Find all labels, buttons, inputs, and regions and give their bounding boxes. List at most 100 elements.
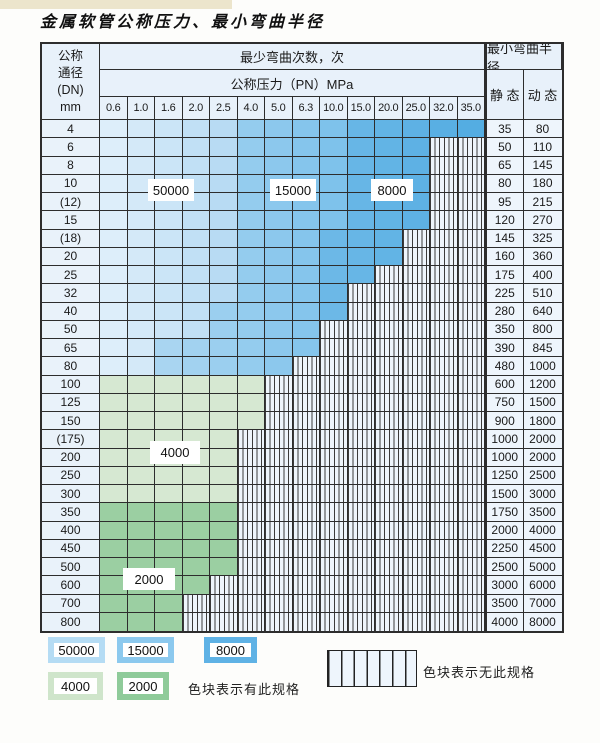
spec-cell: [347, 193, 375, 212]
no-spec-cell: [375, 320, 403, 339]
legend-swatch-8000: 8000: [204, 637, 257, 663]
spec-cell: [127, 594, 155, 613]
spec-cell: [375, 120, 403, 139]
spec-cell: [182, 320, 210, 339]
spec-cell: [182, 211, 210, 230]
spec-cell: [320, 193, 348, 212]
spec-cell: [155, 485, 183, 504]
no-spec-cell: [375, 466, 403, 485]
spec-cell: [210, 430, 238, 449]
no-spec-cell: [182, 612, 210, 631]
no-spec-cell: [375, 576, 403, 595]
spec-cell: [237, 339, 265, 358]
no-spec-cell: [347, 521, 375, 540]
dynamic-value-cell: 400: [523, 266, 562, 285]
spec-cell: [155, 357, 183, 376]
spec-cell: [265, 339, 293, 358]
dynamic-value-cell: 180: [523, 174, 562, 193]
no-spec-cell: [457, 320, 485, 339]
legend-no-spec-swatch: [327, 650, 417, 687]
spec-cell: [210, 339, 238, 358]
no-spec-cell: [430, 375, 458, 394]
dn-cell: (12): [42, 193, 100, 212]
spec-cell: [457, 120, 485, 139]
dynamic-value-cell: 4000: [523, 521, 562, 540]
no-spec-cell: [292, 485, 320, 504]
pressure-tick: 35.0: [457, 97, 485, 120]
no-spec-cell: [457, 521, 485, 540]
spec-cell: [402, 156, 430, 175]
no-spec-cell: [402, 266, 430, 285]
spec-cell: [127, 229, 155, 248]
no-spec-cell: [430, 594, 458, 613]
no-spec-cell: [457, 211, 485, 230]
spec-cell: [265, 138, 293, 157]
no-spec-cell: [347, 576, 375, 595]
dn-cell: (175): [42, 430, 100, 449]
spec-cell: [155, 229, 183, 248]
no-spec-cell: [430, 247, 458, 266]
no-spec-cell: [320, 320, 348, 339]
spec-cell: [210, 448, 238, 467]
spec-cell: [155, 339, 183, 358]
dn-cell: 40: [42, 302, 100, 321]
no-spec-cell: [265, 485, 293, 504]
no-spec-cell: [430, 138, 458, 157]
no-spec-cell: [347, 558, 375, 577]
region-label: 2000: [123, 568, 175, 590]
no-spec-cell: [457, 156, 485, 175]
no-spec-cell: [430, 229, 458, 248]
static-value-cell: 2500: [485, 558, 524, 577]
dynamic-value-cell: 1200: [523, 375, 562, 394]
spec-cell: [210, 393, 238, 412]
no-spec-cell: [265, 503, 293, 522]
static-value-cell: 35: [485, 120, 524, 139]
spec-cell: [182, 576, 210, 595]
no-spec-cell: [457, 558, 485, 577]
no-spec-cell: [375, 521, 403, 540]
no-spec-cell: [430, 466, 458, 485]
spec-cell: [210, 211, 238, 230]
no-spec-cell: [320, 612, 348, 631]
static-value-cell: 2250: [485, 539, 524, 558]
spec-cell: [155, 594, 183, 613]
dn-cell: 6: [42, 138, 100, 157]
static-value-cell: 4000: [485, 612, 524, 631]
spec-cell: [347, 247, 375, 266]
spec-cell: [237, 229, 265, 248]
no-spec-cell: [320, 339, 348, 358]
no-spec-cell: [265, 393, 293, 412]
dynamic-value-cell: 4500: [523, 539, 562, 558]
no-spec-cell: [347, 503, 375, 522]
no-spec-cell: [347, 539, 375, 558]
spec-cell: [347, 120, 375, 139]
spec-cell: [100, 539, 128, 558]
no-spec-cell: [402, 302, 430, 321]
spec-cell: [402, 138, 430, 157]
no-spec-cell: [320, 503, 348, 522]
dynamic-value-cell: 80: [523, 120, 562, 139]
no-spec-cell: [375, 393, 403, 412]
pressure-tick: 4.0: [237, 97, 265, 120]
spec-cell: [402, 120, 430, 139]
spec-cell: [320, 211, 348, 230]
spec-cell: [347, 266, 375, 285]
spec-cell: [210, 539, 238, 558]
dynamic-value-cell: 1500: [523, 393, 562, 412]
no-spec-cell: [457, 503, 485, 522]
no-spec-cell: [430, 302, 458, 321]
spec-cell: [237, 302, 265, 321]
no-spec-cell: [430, 576, 458, 595]
static-value-cell: 1500: [485, 485, 524, 504]
spec-cell: [375, 247, 403, 266]
pressure-tick: 25.0: [402, 97, 430, 120]
no-spec-cell: [430, 320, 458, 339]
spec-cell: [100, 448, 128, 467]
no-spec-cell: [457, 138, 485, 157]
spec-cell: [265, 357, 293, 376]
no-spec-cell: [320, 375, 348, 394]
spec-cell: [210, 229, 238, 248]
spec-cell: [155, 393, 183, 412]
dn-cell: 65: [42, 339, 100, 358]
no-spec-cell: [402, 229, 430, 248]
